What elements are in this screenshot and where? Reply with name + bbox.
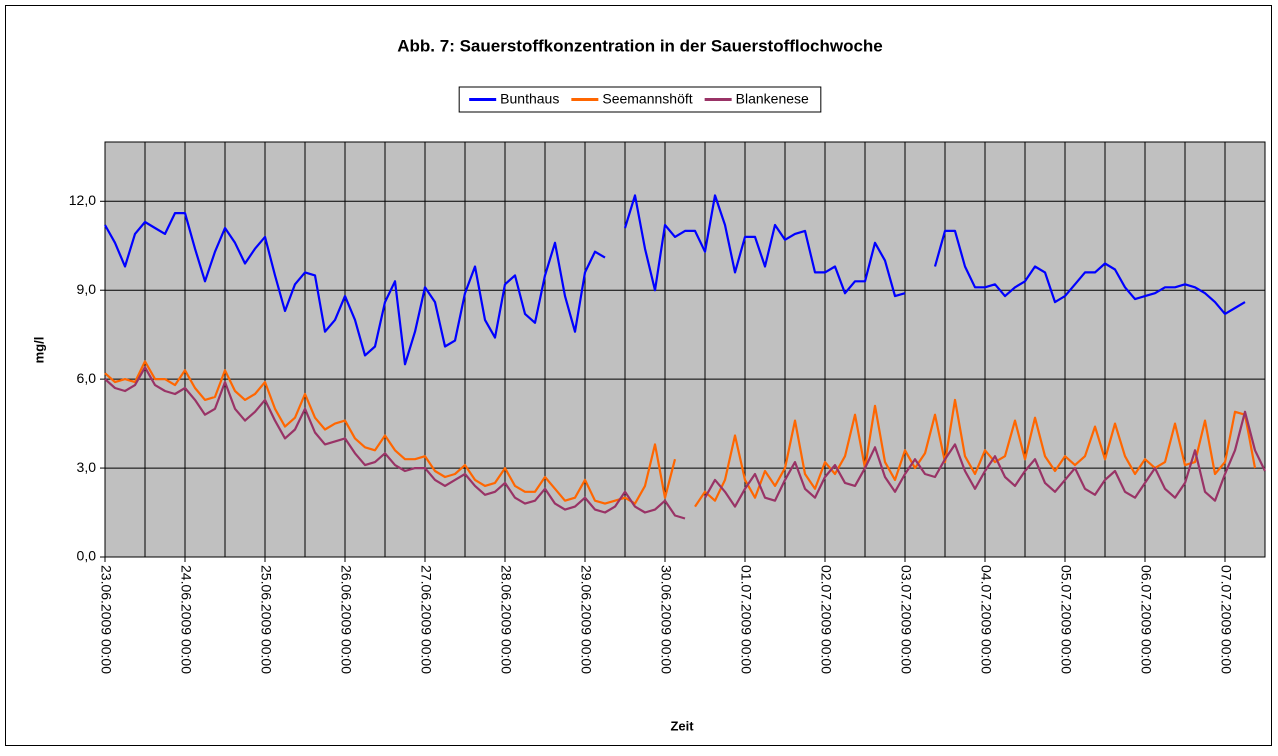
- y-tick-label: 6,0: [77, 370, 97, 386]
- x-tick-label: 29.06.2009 00:00: [578, 565, 594, 674]
- y-tick-label: 12,0: [69, 192, 96, 208]
- y-tick-label: 0,0: [77, 548, 97, 564]
- x-axis-label: Zeit: [670, 718, 694, 733]
- x-tick-label: 04.07.2009 00:00: [978, 565, 994, 674]
- x-tick-label: 02.07.2009 00:00: [818, 565, 834, 674]
- x-tick-label: 03.07.2009 00:00: [898, 565, 914, 674]
- series-line: [104, 360, 1257, 508]
- y-axis-label: mg/l: [31, 337, 46, 364]
- legend-box: [458, 86, 822, 113]
- x-tick-label: 05.07.2009 00:00: [1058, 565, 1074, 674]
- series-line: [104, 366, 1266, 520]
- y-tick-label: 3,0: [77, 459, 97, 475]
- x-tick-label: 26.06.2009 00:00: [338, 565, 354, 674]
- x-tick-label: 30.06.2009 00:00: [658, 565, 674, 674]
- x-tick-label: 25.06.2009 00:00: [258, 565, 274, 674]
- x-tick-label: 28.06.2009 00:00: [498, 565, 514, 674]
- plot-area: [104, 141, 1266, 558]
- x-tick-label: 23.06.2009 00:00: [98, 565, 114, 674]
- x-tick-label: 01.07.2009 00:00: [738, 565, 754, 674]
- y-tick-label: 9,0: [77, 281, 97, 297]
- legend-label: Seemannshöft: [602, 91, 692, 107]
- x-tick-label: 24.06.2009 00:00: [178, 565, 194, 674]
- x-tick-label: 27.06.2009 00:00: [418, 565, 434, 674]
- legend-label: Blankenese: [736, 91, 809, 107]
- legend-label: Bunthaus: [500, 91, 559, 107]
- chart-title: Abb. 7: Sauerstoffkonzentration in der S…: [397, 36, 883, 55]
- legend: Bunthaus Seemannshöft Blankenese: [458, 86, 822, 113]
- x-tick-label: 07.07.2009 00:00: [1218, 565, 1234, 674]
- series-line: [104, 194, 1246, 366]
- x-tick-label: 06.07.2009 00:00: [1138, 565, 1154, 674]
